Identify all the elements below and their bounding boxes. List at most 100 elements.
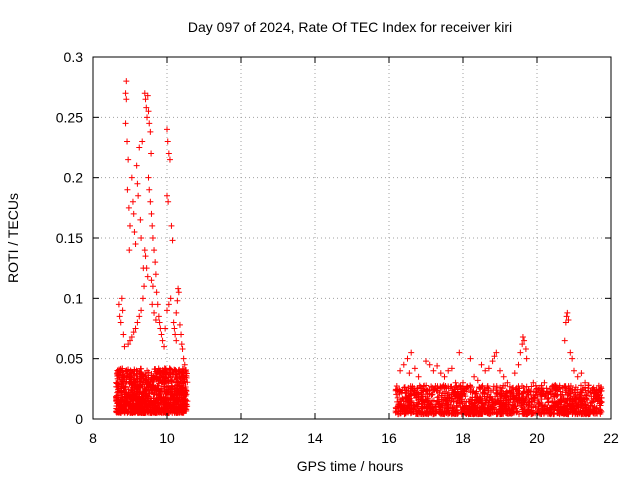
data-point — [430, 367, 437, 374]
data-point — [164, 192, 170, 199]
data-point — [581, 402, 588, 409]
data-point — [582, 379, 589, 386]
data-point — [163, 366, 170, 373]
data-point — [511, 370, 518, 377]
data-point — [128, 404, 135, 411]
data-point — [144, 92, 151, 99]
data-point — [137, 365, 144, 372]
data-point — [538, 382, 545, 389]
data-point — [161, 365, 168, 372]
data-point — [420, 411, 427, 418]
x-axis-ticks: 8 10 12 14 16 18 20 22 — [89, 57, 619, 446]
data-point — [173, 375, 180, 382]
data-point — [552, 382, 559, 389]
data-point — [457, 404, 464, 411]
data-point — [172, 331, 179, 338]
data-point — [403, 387, 410, 394]
data-point — [156, 319, 163, 326]
data-point — [124, 398, 131, 405]
data-point — [489, 358, 496, 365]
data-point — [411, 402, 418, 409]
data-point — [511, 403, 518, 410]
data-point — [500, 382, 507, 389]
data-point — [144, 114, 151, 121]
data-point — [492, 393, 499, 400]
data-point — [578, 382, 585, 389]
data-point — [468, 404, 475, 411]
data-point — [168, 222, 175, 229]
data-point — [438, 404, 445, 411]
data-point — [396, 410, 403, 417]
data-point — [400, 361, 407, 368]
data-point — [491, 353, 498, 360]
data-point — [132, 400, 139, 407]
data-point — [119, 307, 126, 314]
data-point — [551, 393, 558, 400]
data-point — [474, 377, 481, 384]
data-point — [474, 405, 481, 412]
data-point — [143, 401, 150, 408]
data-point — [178, 409, 185, 416]
data-point — [393, 391, 400, 398]
data-point — [173, 337, 180, 344]
data-point — [173, 409, 180, 416]
data-point — [152, 259, 159, 266]
data-point — [135, 192, 142, 199]
data-point — [393, 383, 400, 390]
data-point — [153, 289, 160, 296]
data-point — [434, 362, 441, 369]
data-point — [128, 333, 135, 340]
data-point — [174, 383, 181, 390]
data-point — [414, 399, 421, 406]
data-point — [590, 408, 597, 415]
data-point — [127, 337, 133, 344]
y-tick-label: 0.05 — [56, 351, 83, 367]
data-point — [155, 313, 162, 320]
data-point — [576, 391, 583, 398]
data-point — [124, 391, 131, 398]
data-point — [448, 365, 455, 372]
data-point — [170, 319, 177, 326]
data-point — [526, 398, 533, 405]
x-tick-label: 10 — [159, 430, 175, 446]
data-point — [147, 198, 154, 205]
data-point — [430, 405, 437, 412]
data-point — [522, 411, 529, 418]
data-point — [430, 386, 437, 393]
data-point — [585, 382, 592, 389]
data-point — [155, 392, 162, 399]
data-point — [175, 289, 182, 296]
data-point — [148, 277, 155, 284]
data-point — [180, 355, 187, 362]
data-point — [394, 387, 401, 394]
data-point — [536, 400, 543, 407]
data-point — [426, 361, 433, 368]
data-point — [136, 313, 143, 320]
data-point — [164, 126, 170, 133]
data-point — [501, 393, 508, 400]
data-point — [448, 393, 455, 400]
data-point — [473, 398, 480, 405]
data-point — [433, 401, 440, 408]
x-axis-label: GPS time / hours — [297, 458, 404, 474]
data-point — [130, 210, 137, 217]
data-point — [149, 301, 156, 308]
data-point — [482, 367, 489, 374]
data-point — [142, 372, 149, 379]
data-point — [583, 391, 590, 398]
data-point — [123, 96, 130, 103]
data-point — [437, 370, 444, 377]
data-point — [152, 271, 159, 278]
data-point — [523, 355, 530, 362]
data-point — [115, 399, 122, 406]
data-point — [149, 222, 156, 229]
data-point — [130, 370, 137, 377]
data-point — [178, 341, 185, 348]
data-point — [133, 367, 140, 374]
data-point — [170, 405, 177, 412]
data-point — [407, 399, 414, 406]
data-point — [125, 156, 132, 163]
data-point — [158, 331, 165, 338]
data-point — [530, 379, 537, 386]
data-point — [123, 374, 130, 381]
